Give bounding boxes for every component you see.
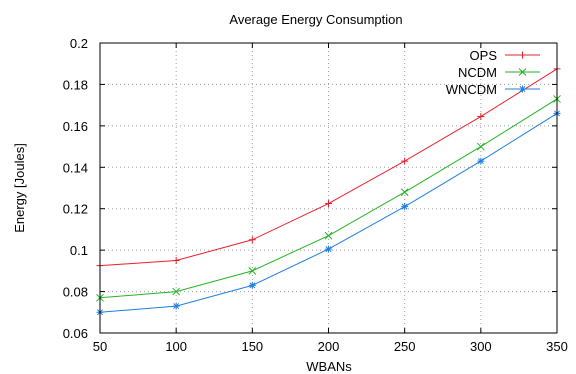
x-tick-label: 250 [394,339,416,354]
data-point-ops [172,257,180,264]
legend: OPS NCDM WNCDM [446,48,540,97]
data-point-wncdm [248,281,256,289]
x-tick-label: 350 [546,339,568,354]
legend-entry-ncdm: NCDM [458,65,540,80]
x-tick-label: 100 [165,339,187,354]
data-point-ncdm [248,267,257,275]
data-point-wncdm [172,302,180,310]
legend-label: OPS [470,48,498,63]
data-point-ncdm [172,287,181,296]
legend-marker [519,85,526,93]
y-tick-label: 0.1 [70,243,88,258]
x-tick-label: 300 [470,339,492,354]
series-group [96,65,561,316]
x-tick-labels: 50 100 150 200 250 300 350 [93,339,568,354]
legend-entry-ops: OPS [470,48,540,63]
data-point-ops [477,113,485,121]
y-tick-label: 0.18 [63,77,88,92]
x-tick-label: 50 [93,339,107,354]
legend-marker [518,68,527,76]
y-tick-labels: 0.06 0.08 0.1 0.12 0.14 0.16 0.18 0.2 [63,36,88,341]
y-tick-label: 0.08 [63,285,88,300]
y-tick-label: 0.2 [70,36,88,51]
data-point-ncdm [400,188,409,196]
data-point-ops [325,200,332,208]
y-tick-label: 0.06 [63,326,88,341]
data-point-wncdm [325,245,332,253]
x-tick-label: 200 [318,339,340,354]
data-point-wncdm [477,157,485,165]
data-point-ncdm [324,231,333,240]
y-axis-label: Energy [Joules] [12,143,27,233]
plot-frame [99,42,558,334]
legend-entry-wncdm: WNCDM [446,82,540,97]
legend-marker [519,51,526,59]
y-tick-label: 0.14 [63,160,88,175]
grid [100,43,557,333]
data-point-ncdm [476,142,485,151]
chart-title: Average Energy Consumption [229,12,402,27]
data-point-ops [248,236,256,244]
x-tick-label: 150 [241,339,263,354]
data-point-wncdm [401,203,409,211]
data-point-ops [401,157,409,165]
series-ncdm [96,95,561,302]
legend-label: WNCDM [446,82,497,97]
x-axis-label: WBANs [306,359,352,374]
legend-label: NCDM [458,65,497,80]
y-tick-label: 0.16 [63,119,88,134]
y-tick-label: 0.12 [63,202,88,217]
